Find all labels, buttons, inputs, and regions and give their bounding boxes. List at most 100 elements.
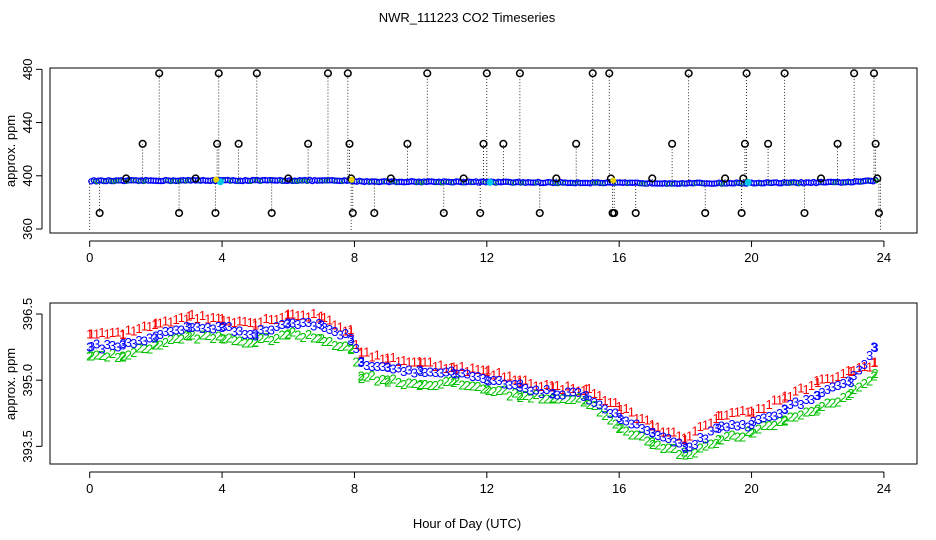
top-spike-point xyxy=(499,139,508,148)
bottom-data-marker: 1 xyxy=(331,317,338,332)
bottom-data-marker: 2 xyxy=(199,327,206,342)
bottom-data-marker: 2 xyxy=(575,391,582,406)
bottom-data-marker: 1 xyxy=(760,401,767,416)
bottom-anchor-marker: 3 xyxy=(252,326,259,341)
bottom-x-tick-label: 20 xyxy=(744,481,758,496)
bottom-data-marker: 3 xyxy=(178,322,185,337)
bottom-data-marker: 1 xyxy=(342,323,349,338)
bottom-data-marker: 2 xyxy=(104,349,111,364)
bottom-data-marker: 3 xyxy=(130,336,137,351)
bottom-data-marker: 1 xyxy=(448,360,455,375)
bottom-data-marker: 1 xyxy=(157,316,164,331)
bottom-data-marker: 1 xyxy=(427,355,434,370)
bottom-data-marker: 2 xyxy=(141,341,148,356)
top-spike-point xyxy=(737,208,746,218)
bottom-data-marker: 2 xyxy=(713,436,720,451)
bottom-data-marker: 1 xyxy=(580,383,587,398)
bottom-data-marker: 1 xyxy=(225,313,232,328)
bottom-data-marker: 2 xyxy=(506,389,513,404)
top-yellow-point xyxy=(610,177,617,184)
bottom-data-marker: 3 xyxy=(654,428,661,443)
bottom-data-marker: 2 xyxy=(448,373,455,388)
bottom-anchor-marker: 3 xyxy=(781,401,788,416)
bottom-data-marker: 3 xyxy=(331,324,338,339)
bottom-data-marker: 2 xyxy=(442,374,449,389)
top-spike-point xyxy=(684,69,693,78)
bottom-data-marker: 2 xyxy=(490,384,497,399)
bottom-anchor-marker: 3 xyxy=(870,340,877,355)
bottom-data-marker: 1 xyxy=(172,312,179,327)
top-spike-point xyxy=(439,208,448,218)
bottom-data-marker: 1 xyxy=(437,357,444,372)
bottom-data-marker: 3 xyxy=(215,319,222,334)
bottom-anchor-marker: 3 xyxy=(682,441,689,456)
bottom-anchor-marker: 1 xyxy=(682,432,689,447)
bottom-data-marker: 3 xyxy=(448,364,455,379)
bottom-anchor-marker: 3 xyxy=(814,388,821,403)
bottom-data-marker: 2 xyxy=(342,338,349,353)
bottom-data-marker: 1 xyxy=(390,350,397,365)
bottom-data-marker: 3 xyxy=(744,419,751,434)
bottom-data-marker: 1 xyxy=(644,412,651,427)
bottom-anchor-marker: 2 xyxy=(649,434,656,449)
bottom-anchor-marker: 3 xyxy=(549,386,556,401)
bottom-data-marker: 1 xyxy=(585,381,592,396)
bottom-data-marker: 2 xyxy=(845,388,852,403)
bottom-data-marker: 2 xyxy=(178,331,185,346)
top-x-tick-label: 16 xyxy=(612,250,626,265)
bottom-data-marker: 3 xyxy=(231,324,238,339)
top-spike-point xyxy=(304,139,313,148)
bottom-data-marker: 3 xyxy=(697,430,704,445)
bottom-plot-frame xyxy=(49,302,918,465)
bottom-panel: 0 4 8 12 16 20 24393.5395.0396.511111111111111… xyxy=(20,298,918,496)
bottom-data-marker: 3 xyxy=(183,319,190,334)
top-yellow-point xyxy=(348,176,355,183)
bottom-data-marker: 1 xyxy=(305,310,312,325)
bottom-data-marker: 2 xyxy=(162,335,169,350)
bottom-data-marker: 2 xyxy=(850,382,857,397)
bottom-data-marker: 3 xyxy=(861,357,868,372)
bottom-data-marker: 3 xyxy=(278,317,285,332)
bottom-data-marker: 1 xyxy=(194,311,201,326)
top-spike-point xyxy=(850,69,859,78)
bottom-data-marker: 1 xyxy=(294,308,301,323)
bottom-data-marker: 1 xyxy=(93,326,100,341)
bottom-series-1: 1111111111111111111111111111111111111111… xyxy=(86,306,878,447)
bottom-data-marker: 1 xyxy=(771,393,778,408)
bottom-data-marker: 1 xyxy=(215,311,222,326)
bottom-data-marker: 1 xyxy=(739,403,746,418)
bottom-data-marker: 3 xyxy=(252,329,259,344)
bottom-data-marker: 3 xyxy=(686,440,693,455)
bottom-data-marker: 3 xyxy=(405,362,412,377)
bottom-data-marker: 2 xyxy=(670,441,677,456)
bottom-data-marker: 1 xyxy=(400,353,407,368)
bottom-data-marker: 1 xyxy=(278,310,285,325)
bottom-anchor-marker: 1 xyxy=(748,404,755,419)
bottom-anchor-marker: 3 xyxy=(715,421,722,436)
top-y-tick-label: 480 xyxy=(20,58,35,80)
bottom-anchor-marker: 1 xyxy=(870,355,877,370)
bottom-data-marker: 3 xyxy=(188,320,195,335)
bottom-data-marker: 3 xyxy=(601,402,608,417)
bottom-data-marker: 2 xyxy=(236,334,243,349)
bottom-data-marker: 2 xyxy=(585,397,592,412)
bottom-data-marker: 2 xyxy=(427,378,434,393)
bottom-data-marker: 1 xyxy=(776,393,783,408)
bottom-anchor-marker: 1 xyxy=(516,373,523,388)
bottom-data-marker: 2 xyxy=(617,420,624,435)
bottom-anchor-marker: 2 xyxy=(715,432,722,447)
bottom-data-marker: 1 xyxy=(352,337,359,352)
bottom-data-marker: 3 xyxy=(125,335,132,350)
bottom-data-marker: 1 xyxy=(681,430,688,445)
top-cyan-point xyxy=(486,178,494,186)
bottom-data-marker: 2 xyxy=(803,405,810,420)
bottom-data-marker: 1 xyxy=(797,381,804,396)
top-spike-point xyxy=(267,208,276,218)
bottom-data-marker: 2 xyxy=(464,378,471,393)
bottom-data-marker: 2 xyxy=(204,328,211,343)
bottom-data-marker: 2 xyxy=(151,338,158,353)
top-y-tick-label: 360 xyxy=(20,218,35,240)
bottom-data-marker: 3 xyxy=(554,387,561,402)
bottom-data-marker: 3 xyxy=(681,439,688,454)
bottom-data-marker: 2 xyxy=(225,331,232,346)
